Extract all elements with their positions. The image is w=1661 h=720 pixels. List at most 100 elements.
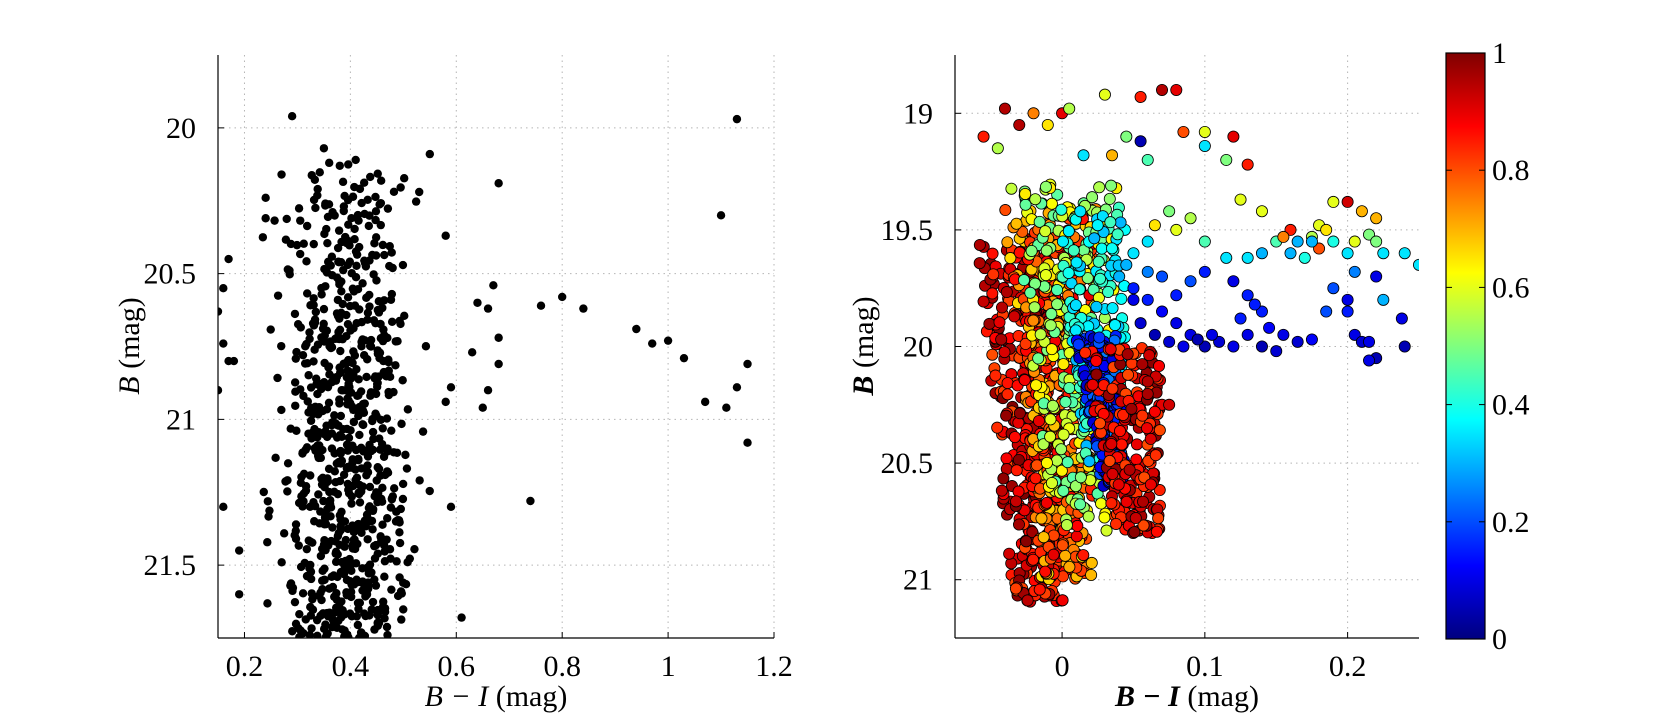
data-point bbox=[292, 347, 301, 357]
data-point bbox=[296, 216, 305, 225]
data-point bbox=[999, 204, 1012, 217]
data-point bbox=[1102, 285, 1115, 298]
data-point bbox=[1291, 235, 1304, 248]
data-point bbox=[995, 301, 1008, 314]
data-point bbox=[373, 611, 383, 620]
data-point bbox=[306, 301, 315, 310]
data-point bbox=[330, 449, 339, 458]
data-point bbox=[1086, 378, 1099, 391]
data-point bbox=[473, 298, 482, 307]
data-point bbox=[319, 304, 329, 314]
data-point bbox=[286, 424, 295, 433]
data-point bbox=[354, 391, 363, 400]
data-point bbox=[1125, 402, 1138, 415]
data-point bbox=[1085, 568, 1098, 581]
data-point bbox=[1105, 437, 1118, 450]
data-point bbox=[1095, 242, 1108, 255]
data-point bbox=[1121, 348, 1134, 361]
data-point bbox=[663, 336, 673, 345]
x-tick-label: 0.4 bbox=[332, 650, 370, 683]
data-point bbox=[336, 346, 345, 356]
data-point bbox=[1129, 512, 1142, 525]
data-point bbox=[1105, 179, 1118, 192]
colorbar-tick-label: 1 bbox=[1492, 37, 1507, 70]
left-axes bbox=[217, 55, 774, 639]
data-point bbox=[395, 538, 405, 548]
data-point bbox=[1327, 195, 1340, 208]
data-point bbox=[345, 257, 355, 266]
y-tick-label: 19.5 bbox=[881, 214, 934, 247]
data-point bbox=[1103, 454, 1116, 467]
data-point bbox=[351, 445, 361, 455]
data-point bbox=[333, 295, 343, 305]
data-point bbox=[306, 383, 316, 392]
data-point bbox=[323, 612, 333, 621]
data-point bbox=[1144, 432, 1157, 445]
data-point bbox=[398, 479, 408, 489]
data-point bbox=[1077, 549, 1090, 562]
data-point bbox=[1012, 453, 1025, 466]
data-point bbox=[358, 406, 368, 416]
data-point bbox=[368, 525, 377, 534]
data-point bbox=[319, 575, 329, 585]
data-point bbox=[344, 220, 353, 229]
data-point bbox=[371, 215, 380, 225]
data-point bbox=[219, 339, 228, 348]
data-point bbox=[1141, 153, 1154, 166]
data-point bbox=[1234, 312, 1247, 325]
data-point bbox=[743, 359, 752, 369]
data-point bbox=[986, 287, 999, 300]
data-point bbox=[304, 536, 313, 545]
data-point bbox=[421, 342, 431, 351]
data-point bbox=[374, 488, 383, 497]
data-point bbox=[302, 221, 312, 231]
data-point bbox=[1198, 125, 1211, 138]
x-tick-label: 0 bbox=[1055, 650, 1070, 683]
data-point bbox=[388, 492, 398, 501]
data-point bbox=[378, 520, 387, 529]
data-point bbox=[1056, 594, 1069, 607]
data-point bbox=[328, 523, 337, 532]
data-point bbox=[1092, 255, 1105, 268]
data-point bbox=[316, 588, 325, 597]
data-point bbox=[344, 355, 353, 365]
data-point bbox=[317, 290, 326, 299]
data-point bbox=[353, 620, 363, 630]
data-point bbox=[1070, 530, 1083, 543]
data-point bbox=[1110, 517, 1123, 530]
data-point bbox=[1163, 205, 1176, 218]
data-point bbox=[387, 317, 397, 327]
data-point bbox=[997, 472, 1010, 485]
data-point bbox=[343, 195, 353, 205]
data-point bbox=[322, 224, 331, 234]
colorbar-tick-label: 0.6 bbox=[1492, 271, 1530, 304]
data-point bbox=[370, 239, 379, 248]
data-point bbox=[1046, 399, 1059, 412]
data-point bbox=[1106, 302, 1119, 315]
data-point bbox=[991, 142, 1004, 155]
data-point bbox=[977, 295, 990, 308]
data-point bbox=[358, 335, 367, 344]
data-point bbox=[379, 368, 388, 378]
data-point bbox=[743, 438, 752, 447]
data-point bbox=[1100, 524, 1113, 537]
data-point bbox=[321, 620, 330, 630]
data-point bbox=[354, 375, 363, 384]
data-point bbox=[309, 239, 318, 249]
data-point bbox=[1060, 519, 1073, 532]
data-point bbox=[291, 520, 301, 529]
data-point bbox=[398, 376, 407, 385]
data-point bbox=[722, 403, 731, 412]
data-point bbox=[334, 457, 343, 467]
data-point bbox=[995, 484, 1008, 497]
data-point bbox=[310, 444, 319, 453]
data-point bbox=[1018, 374, 1031, 387]
data-point bbox=[291, 401, 300, 410]
data-point bbox=[294, 204, 304, 213]
data-point bbox=[1069, 299, 1082, 312]
data-point bbox=[380, 547, 389, 556]
data-point bbox=[1320, 223, 1333, 236]
data-point bbox=[350, 235, 359, 244]
data-point bbox=[302, 339, 311, 349]
